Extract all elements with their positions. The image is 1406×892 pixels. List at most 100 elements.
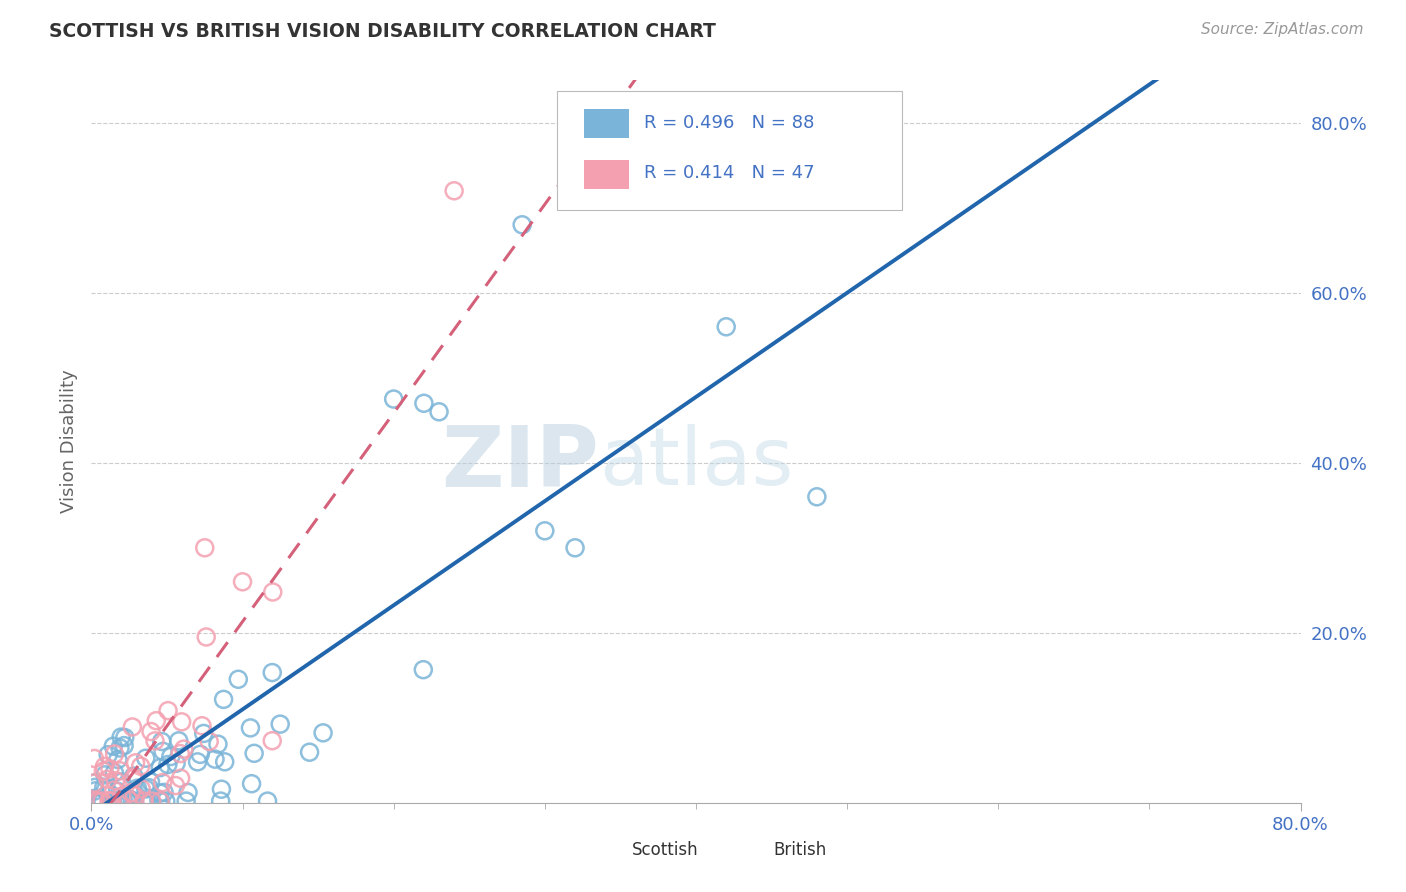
- Point: [510, 218, 533, 232]
- Point: [122, 772, 145, 786]
- Point: [108, 764, 131, 778]
- Point: [91, 794, 114, 808]
- Point: [170, 714, 193, 729]
- Point: [110, 730, 132, 744]
- Point: [169, 747, 191, 761]
- Point: [209, 794, 232, 808]
- Point: [114, 731, 136, 745]
- Point: [243, 747, 266, 761]
- Point: [118, 793, 141, 807]
- Point: [148, 793, 170, 807]
- Point: [135, 794, 157, 808]
- Text: Source: ZipAtlas.com: Source: ZipAtlas.com: [1201, 22, 1364, 37]
- Point: [83, 794, 105, 808]
- Point: [84, 794, 107, 808]
- Point: [564, 541, 586, 555]
- Point: [100, 794, 122, 808]
- Point: [121, 794, 143, 808]
- Point: [83, 776, 105, 790]
- Point: [107, 794, 129, 808]
- Point: [91, 794, 114, 808]
- Point: [124, 794, 146, 808]
- Point: [167, 734, 190, 748]
- Point: [262, 585, 284, 599]
- Point: [94, 768, 117, 782]
- Point: [122, 769, 145, 783]
- Point: [135, 781, 157, 796]
- Point: [97, 747, 120, 762]
- Point: [107, 752, 129, 766]
- Point: [262, 665, 284, 680]
- Point: [136, 794, 159, 808]
- Text: SCOTTISH VS BRITISH VISION DISABILITY CORRELATION CHART: SCOTTISH VS BRITISH VISION DISABILITY CO…: [49, 22, 716, 41]
- Point: [108, 741, 131, 756]
- Bar: [599, 843, 626, 858]
- Point: [145, 714, 167, 728]
- Point: [153, 785, 176, 799]
- Bar: [738, 843, 765, 858]
- Point: [111, 789, 134, 804]
- Text: R = 0.414   N = 47: R = 0.414 N = 47: [644, 164, 814, 183]
- Point: [86, 794, 108, 808]
- Point: [83, 794, 105, 808]
- Point: [124, 789, 146, 803]
- Point: [98, 794, 121, 808]
- Point: [124, 756, 146, 770]
- FancyBboxPatch shape: [557, 91, 901, 211]
- Point: [124, 788, 146, 802]
- Point: [214, 755, 236, 769]
- Point: [115, 794, 138, 808]
- Point: [103, 765, 125, 780]
- Point: [149, 794, 172, 808]
- Point: [98, 794, 121, 808]
- Point: [87, 794, 110, 808]
- Point: [165, 756, 187, 771]
- Point: [107, 784, 129, 798]
- Point: [191, 719, 214, 733]
- Point: [101, 794, 124, 808]
- Point: [443, 184, 465, 198]
- Point: [412, 663, 434, 677]
- Point: [226, 673, 249, 687]
- Point: [107, 794, 129, 808]
- Point: [231, 574, 253, 589]
- Point: [413, 396, 436, 410]
- Point: [382, 392, 405, 406]
- Point: [211, 782, 233, 797]
- Point: [111, 775, 134, 789]
- Point: [107, 794, 129, 808]
- Point: [93, 780, 115, 795]
- Point: [298, 745, 321, 759]
- Point: [141, 794, 163, 808]
- Point: [91, 764, 114, 778]
- Point: [262, 733, 284, 747]
- Point: [239, 721, 262, 735]
- Point: [94, 783, 117, 797]
- Point: [240, 777, 263, 791]
- Point: [256, 794, 278, 808]
- Point: [188, 747, 211, 762]
- Point: [98, 762, 121, 776]
- Point: [120, 786, 142, 800]
- Point: [149, 794, 172, 808]
- Point: [90, 794, 112, 808]
- Point: [129, 759, 152, 773]
- Point: [98, 794, 121, 808]
- Point: [87, 794, 110, 808]
- Point: [143, 734, 166, 748]
- Point: [269, 717, 291, 731]
- Point: [84, 784, 107, 798]
- Point: [97, 772, 120, 787]
- Point: [198, 734, 221, 748]
- Point: [134, 794, 156, 808]
- Point: [427, 405, 450, 419]
- Point: [83, 776, 105, 790]
- Point: [187, 755, 209, 769]
- Point: [139, 774, 162, 789]
- Point: [207, 737, 229, 751]
- Point: [312, 726, 335, 740]
- Point: [103, 783, 125, 797]
- Point: [103, 747, 125, 761]
- Point: [87, 794, 110, 808]
- Point: [156, 757, 179, 772]
